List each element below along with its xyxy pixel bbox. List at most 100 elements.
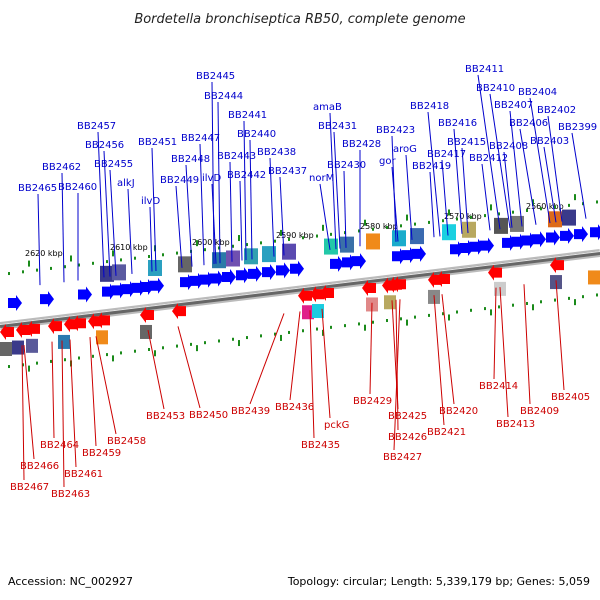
feature-block: [26, 338, 38, 353]
rail-dot: [8, 272, 10, 276]
gene-label[interactable]: BB2404: [518, 87, 557, 98]
gene-label[interactable]: BB2439: [231, 406, 270, 417]
rail-dot: [120, 258, 122, 262]
gene-label[interactable]: BB2402: [537, 105, 576, 116]
gene-label[interactable]: BB2448: [171, 154, 210, 165]
gene-label[interactable]: BB2450: [189, 410, 228, 421]
gene-label[interactable]: BB2459: [82, 448, 121, 459]
gene-label[interactable]: BB2467: [10, 482, 49, 493]
gene-label[interactable]: BB2453: [146, 411, 185, 422]
gene-label[interactable]: BB2406: [509, 118, 548, 129]
gene-label[interactable]: BB2435: [301, 440, 340, 451]
gene-label[interactable]: BB2444: [204, 91, 243, 102]
gene-label[interactable]: BB2462: [42, 162, 81, 173]
rail-dot: [288, 330, 290, 334]
gene-label[interactable]: gor: [379, 156, 396, 167]
gene-label[interactable]: BB2403: [530, 136, 569, 147]
gene-label[interactable]: BB2429: [353, 396, 392, 407]
reverse-gene-labels: BB2467 BB2466 BB2464 BB2463 BB2461 BB245…: [10, 381, 590, 500]
gene-label[interactable]: BB2460: [58, 182, 97, 193]
feature-block: [410, 228, 424, 245]
major-tick: [238, 235, 240, 242]
gene-label[interactable]: BB2411: [465, 64, 504, 75]
gene-label[interactable]: BB2451: [138, 137, 177, 148]
gene-label[interactable]: BB2455: [94, 159, 133, 170]
gene-label[interactable]: BB2440: [237, 129, 276, 140]
gene-label[interactable]: BB2409: [520, 406, 559, 417]
gene-label[interactable]: BB2437: [268, 166, 307, 177]
gene-label[interactable]: BB2438: [257, 147, 296, 158]
leader-line: [441, 294, 455, 405]
feature-block: [462, 221, 476, 238]
rail-dot: [596, 293, 598, 297]
gene-label[interactable]: BB2443: [217, 151, 256, 162]
gene-label[interactable]: BB2430: [327, 160, 366, 171]
gene-label[interactable]: BB2421: [427, 427, 466, 438]
gene-label[interactable]: BB2427: [383, 452, 422, 463]
gene-label[interactable]: BB2418: [410, 101, 449, 112]
gene-label[interactable]: BB2408: [489, 141, 528, 152]
gene-label[interactable]: BB2458: [107, 436, 146, 447]
gene-label[interactable]: BB2465: [18, 183, 57, 194]
gene-label[interactable]: BB2419: [412, 161, 451, 172]
gene-label[interactable]: BB2425: [388, 411, 427, 422]
rail-dot: [456, 310, 458, 314]
leader-line: [269, 157, 275, 257]
gene-label[interactable]: aroG: [393, 144, 417, 155]
rail-dot: [106, 353, 108, 357]
gene-label[interactable]: BB2420: [439, 406, 478, 417]
rail-dot: [204, 341, 206, 345]
gene-label[interactable]: BB2466: [20, 461, 59, 472]
rail-dot: [372, 320, 374, 324]
gene-label[interactable]: BB2423: [376, 125, 415, 136]
gene-label[interactable]: BB2431: [318, 121, 357, 132]
gene-label[interactable]: amaB: [313, 102, 342, 113]
major-tick: [196, 345, 198, 352]
gene-label[interactable]: BB2412: [469, 153, 508, 164]
feature-block: [244, 248, 258, 265]
gene-label[interactable]: BB2436: [275, 402, 314, 413]
rail-dot: [78, 356, 80, 360]
gene-label[interactable]: BB2417: [427, 149, 466, 160]
leader-line: [211, 81, 215, 264]
leader-line: [329, 112, 337, 250]
gene-label[interactable]: BB2461: [64, 469, 103, 480]
gene-label[interactable]: ilvD: [202, 173, 221, 184]
gene-label[interactable]: BB2413: [496, 419, 535, 430]
major-tick: [364, 324, 366, 331]
major-tick: [280, 229, 282, 236]
gene-label[interactable]: BB2399: [558, 122, 597, 133]
gene-label[interactable]: pckG: [324, 420, 349, 431]
major-tick: [448, 314, 450, 321]
gene-label[interactable]: alkJ: [117, 178, 135, 189]
rail-dot: [232, 244, 234, 248]
forward-gene-arrow: [532, 231, 546, 248]
feature-block: [324, 238, 338, 255]
feature-block: [226, 250, 240, 267]
gene-label[interactable]: BB2426: [388, 432, 427, 443]
gene-label[interactable]: BB2414: [479, 381, 518, 392]
rail-dot: [288, 237, 290, 241]
gene-label[interactable]: BB2416: [438, 118, 477, 129]
rail-dot: [568, 203, 570, 207]
gene-label[interactable]: BB2449: [160, 175, 199, 186]
gene-label[interactable]: BB2405: [551, 392, 590, 403]
gene-label[interactable]: BB2428: [342, 139, 381, 150]
gene-label[interactable]: BB2457: [77, 121, 116, 132]
rail-dot: [358, 322, 360, 326]
scale-label: 2610 kbp: [110, 243, 148, 252]
gene-label[interactable]: BB2445: [196, 71, 235, 82]
gene-label[interactable]: BB2464: [40, 440, 79, 451]
forward-strand-features: [8, 209, 600, 312]
gene-label[interactable]: BB2463: [51, 489, 90, 500]
gene-label[interactable]: BB2415: [447, 137, 486, 148]
gene-label[interactable]: ilvD: [141, 196, 160, 207]
gene-label[interactable]: BB2447: [181, 133, 220, 144]
gene-label[interactable]: BB2407: [494, 100, 533, 111]
gene-label[interactable]: BB2410: [476, 83, 515, 94]
gene-label[interactable]: BB2456: [85, 140, 124, 151]
gene-label[interactable]: norM: [309, 173, 334, 184]
gene-label[interactable]: BB2442: [227, 170, 266, 181]
gene-label[interactable]: BB2441: [228, 110, 267, 121]
leader-line: [95, 336, 117, 435]
